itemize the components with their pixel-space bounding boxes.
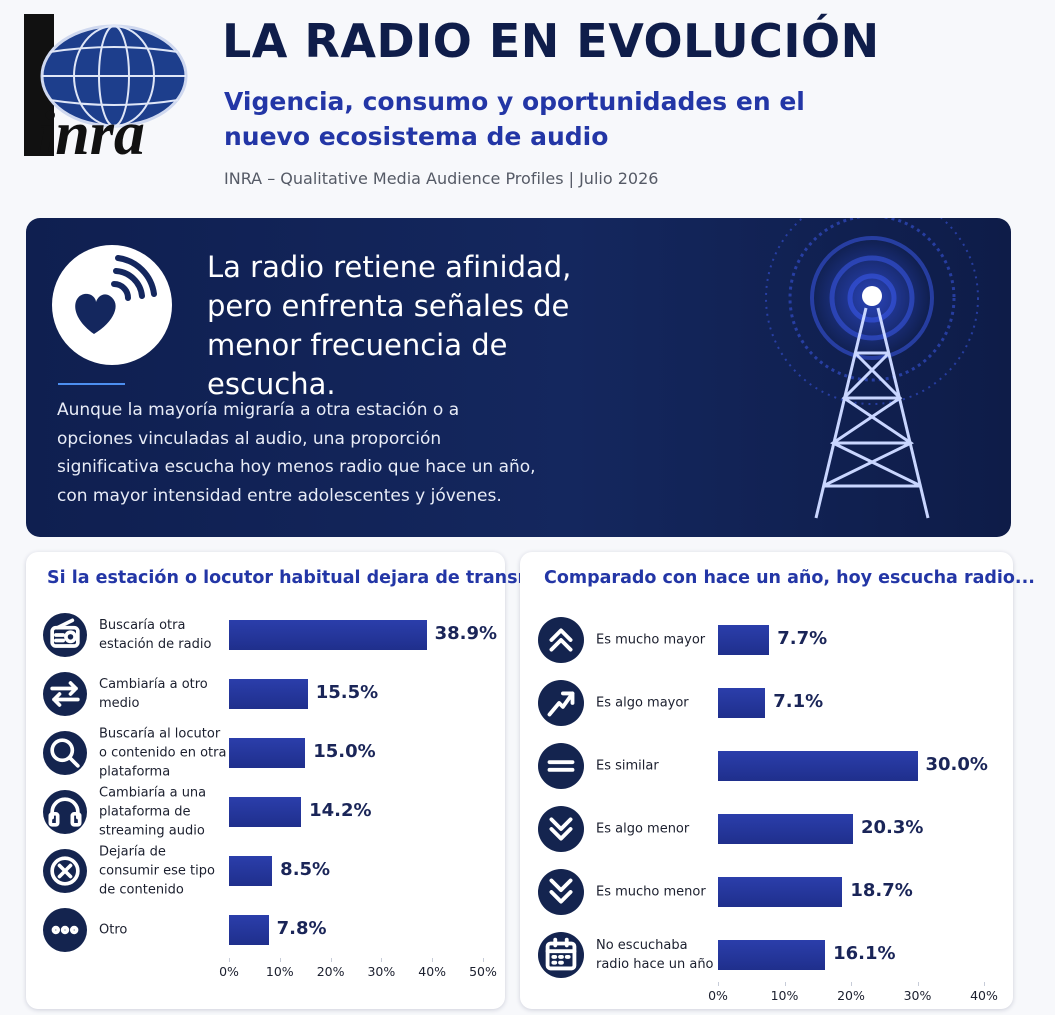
bar bbox=[718, 625, 770, 655]
row-icon bbox=[43, 908, 87, 952]
x-tick bbox=[784, 982, 786, 986]
value-label: 7.7% bbox=[777, 628, 828, 649]
x-tick-label: 40% bbox=[418, 964, 447, 979]
x-tick-label: 0% bbox=[219, 964, 239, 979]
x-tick bbox=[984, 982, 985, 986]
bar bbox=[229, 679, 308, 709]
value-label: 38.9% bbox=[434, 623, 498, 644]
bar bbox=[718, 814, 853, 844]
x-tick bbox=[851, 982, 852, 986]
x-tick-label: 30% bbox=[903, 988, 932, 1003]
chart-panel: Si la estación o locutor habitual dejara… bbox=[26, 552, 565, 1009]
value-label: 16.1% bbox=[833, 943, 896, 964]
bar bbox=[229, 856, 273, 886]
value-label: 20.3% bbox=[860, 817, 924, 838]
subtitle: Vigencia, consumo y oportunidades en el … bbox=[224, 87, 805, 151]
row-icon bbox=[43, 731, 87, 775]
category-label: Es algo menor bbox=[596, 821, 690, 837]
x-tick bbox=[279, 958, 281, 962]
x-tick-label: 20% bbox=[316, 964, 345, 979]
x-tick-label: 50% bbox=[469, 964, 497, 979]
value-label: 15.0% bbox=[313, 741, 376, 762]
source: INRA – Qualitative Media Audience Profil… bbox=[224, 169, 659, 188]
bar bbox=[229, 620, 427, 650]
bar bbox=[718, 751, 918, 781]
tower-light bbox=[862, 286, 882, 306]
x-tick bbox=[917, 982, 919, 986]
logo: inra bbox=[24, 14, 188, 162]
category-label: Es mucho menor bbox=[596, 884, 706, 900]
bar bbox=[229, 797, 302, 827]
x-tick bbox=[381, 958, 383, 962]
value-label: 8.5% bbox=[280, 859, 331, 880]
x-tick bbox=[330, 958, 332, 962]
x-tick bbox=[229, 958, 230, 962]
chart-title: Comparado con hace un año, hoy escucha r… bbox=[544, 568, 1035, 588]
row-icon bbox=[538, 932, 584, 978]
x-tick bbox=[718, 982, 719, 986]
row-icon bbox=[43, 672, 87, 716]
x-tick-label: 10% bbox=[265, 964, 294, 979]
row-icon bbox=[538, 869, 584, 915]
bar bbox=[718, 940, 826, 970]
value-label: 18.7% bbox=[850, 880, 913, 901]
category-label: Otro bbox=[99, 922, 128, 938]
category-label: No escuchaba radio hace un año bbox=[596, 938, 714, 972]
x-tick-label: 30% bbox=[367, 964, 396, 979]
value-label: 7.8% bbox=[276, 918, 327, 939]
category-label: Buscaría otra estación de radio bbox=[99, 618, 212, 652]
row-icon bbox=[538, 743, 584, 789]
bar bbox=[718, 688, 766, 718]
row-icon bbox=[43, 849, 87, 893]
value-label: 30.0% bbox=[925, 754, 988, 775]
banner-heading: La radio retiene afinidad, pero enfrenta… bbox=[207, 250, 572, 401]
category-label: Es similar bbox=[596, 758, 659, 774]
x-tick bbox=[432, 958, 434, 962]
category-label: Dejaría de consumir ese tipo de contenid… bbox=[99, 844, 215, 898]
logo-grid bbox=[42, 25, 186, 127]
value-label: 15.5% bbox=[315, 682, 379, 703]
heart-icon bbox=[75, 293, 116, 334]
bar bbox=[229, 915, 269, 945]
banner-text: Aunque la mayoría migraría a otra estaci… bbox=[57, 400, 536, 506]
banner-art bbox=[52, 218, 979, 519]
category-label: Cambiaría a una plataforma de streaming … bbox=[99, 785, 207, 839]
x-tick bbox=[483, 958, 484, 962]
row-icon bbox=[43, 790, 87, 834]
logo-text: inra bbox=[38, 100, 145, 162]
row-icon bbox=[43, 613, 87, 657]
tower bbox=[814, 307, 930, 519]
banner: La radio retiene afinidad, pero enfrenta… bbox=[26, 218, 1011, 537]
title: LA RADIO EN EVOLUCIÓN bbox=[222, 14, 880, 68]
value-label: 7.1% bbox=[773, 691, 824, 712]
category-label: Buscaría al locutor o contenido en otra … bbox=[99, 726, 227, 780]
category-label: Es mucho mayor bbox=[596, 632, 706, 648]
wave-icon bbox=[111, 255, 157, 301]
x-tick-label: 40% bbox=[970, 988, 998, 1003]
bar bbox=[718, 877, 843, 907]
row-icon bbox=[538, 617, 584, 663]
x-tick-label: 20% bbox=[837, 988, 865, 1003]
row-icon bbox=[538, 680, 584, 726]
value-label: 14.2% bbox=[309, 800, 372, 821]
chart-title: Si la estación o locutor habitual dejara… bbox=[47, 568, 565, 588]
x-tick-label: 0% bbox=[708, 988, 728, 1003]
row-icon bbox=[538, 806, 584, 852]
bar bbox=[229, 738, 306, 768]
x-tick-label: 10% bbox=[770, 988, 799, 1003]
chart-panel: Comparado con hace un año, hoy escucha r… bbox=[520, 552, 1035, 1009]
category-label: Cambiaría a otro medio bbox=[99, 677, 208, 711]
category-label: Es algo mayor bbox=[596, 695, 689, 711]
